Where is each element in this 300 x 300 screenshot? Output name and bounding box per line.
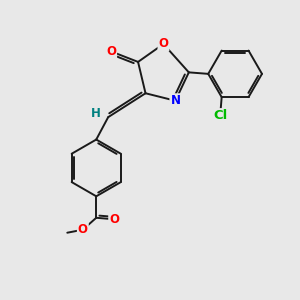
Text: N: N bbox=[170, 94, 180, 107]
Text: O: O bbox=[109, 213, 119, 226]
Text: H: H bbox=[91, 107, 100, 120]
Text: O: O bbox=[78, 223, 88, 236]
Text: O: O bbox=[106, 45, 116, 58]
Text: Cl: Cl bbox=[213, 109, 227, 122]
Text: O: O bbox=[158, 38, 168, 50]
